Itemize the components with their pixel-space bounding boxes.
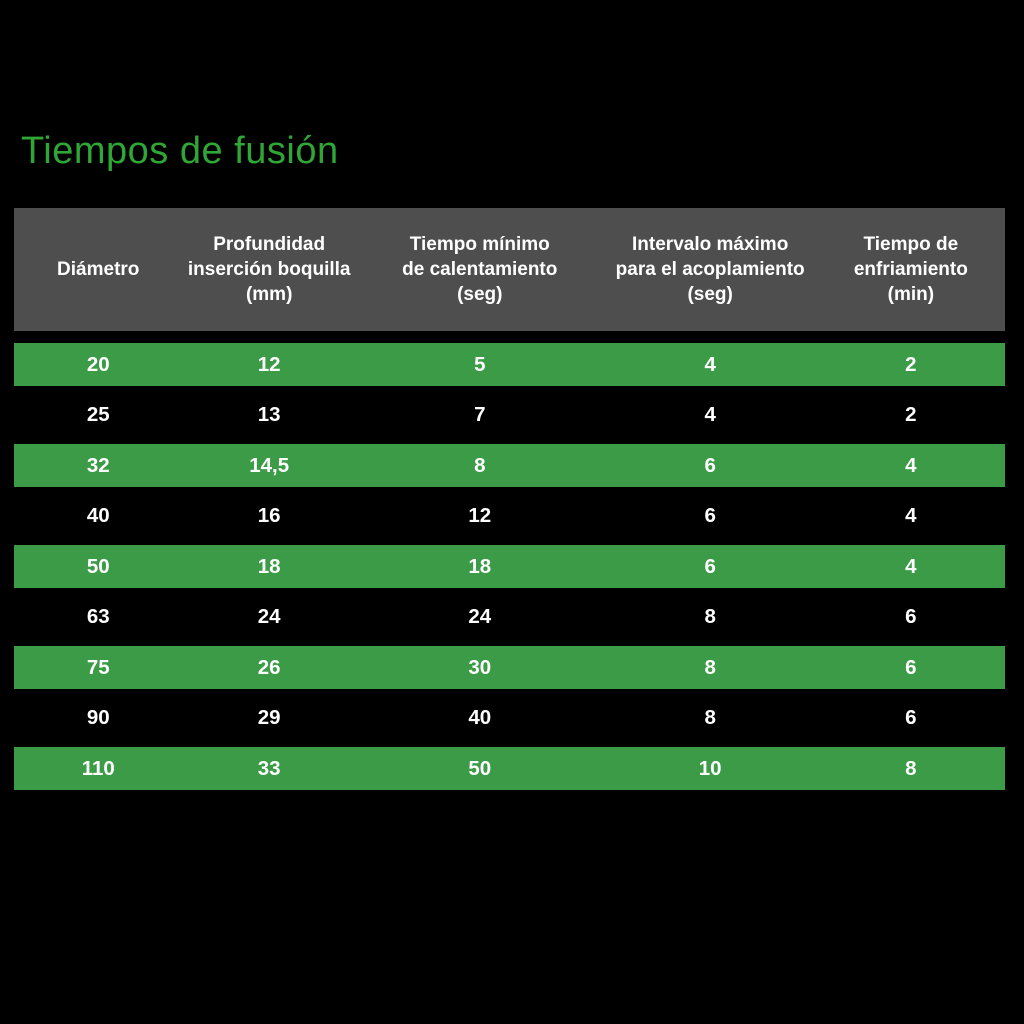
table-cell: 8 [474,453,486,477]
table-cell: 30 [468,655,492,679]
table-body: 20 12 5 4 2 25 13 7 4 2 32 14,5 8 6 4 40… [14,343,1005,790]
table-row: 90 29 40 8 6 [14,696,1005,740]
table-cell: 6 [704,554,716,578]
table-cell: 18 [257,554,281,578]
table-cell: 29 [257,706,281,729]
table-cell: 33 [257,756,281,780]
table-cell: 6 [905,655,917,679]
table-cell: 8 [704,655,716,679]
table-cell: 10 [698,756,722,780]
table-cell: 8 [704,605,716,628]
table-cell: 110 [81,756,115,780]
table-row: 50 18 18 6 4 [14,545,1005,588]
table-cell: 8 [905,756,917,780]
table-cell: 50 [468,756,492,780]
table-cell: 4 [905,504,917,527]
page-title: Tiempos de fusión [21,130,339,172]
fusion-times-table: Diámetro Profundidad inserción boquilla … [14,208,1005,798]
table-cell: 6 [704,453,716,477]
table-cell: 24 [257,605,281,628]
table-cell: 12 [468,504,492,527]
table-cell: 5 [474,352,486,376]
table-cell: 13 [257,403,281,426]
table-cell: 24 [468,605,492,628]
table-cell: 2 [905,403,917,426]
table-cell: 50 [86,554,110,578]
table-row: 63 24 24 8 6 [14,595,1005,639]
table-cell: 63 [86,605,110,628]
table-cell: 6 [905,706,917,729]
table-cell: 20 [86,352,110,376]
table-cell: 7 [474,403,486,426]
table-cell: 16 [257,504,281,527]
table-row: 25 13 7 4 2 [14,393,1005,437]
table-cell: 18 [468,554,492,578]
table-cell: 40 [468,706,492,729]
table-row: 40 16 12 6 4 [14,494,1005,538]
table-cell: 8 [704,706,716,729]
table-cell: 4 [704,403,716,426]
table-cell: 25 [86,403,110,426]
table-cell: 6 [905,605,917,628]
table-row: 20 12 5 4 2 [14,343,1005,386]
column-header-diametro: Diámetro [57,259,140,280]
table-cell: 6 [704,504,716,527]
table-row: 32 14,5 8 6 4 [14,444,1005,487]
table-cell: 14,5 [249,453,290,477]
table-cell: 12 [257,352,281,376]
table-header-row: Diámetro Profundidad inserción boquilla … [14,208,1005,331]
table-cell: 32 [86,453,110,477]
column-header-profundidad-insercion: Profundidad inserción boquilla (mm) [187,234,351,305]
table-row: 75 26 30 8 6 [14,646,1005,689]
table-cell: 4 [905,554,917,578]
table-row: 110 33 50 10 8 [14,747,1005,790]
column-header-tiempo-minimo-calentamiento: Tiempo mínimo de calentamiento (seg) [402,234,558,305]
table-cell: 2 [905,352,917,376]
table-cell: 40 [86,504,110,527]
table-cell: 4 [704,352,716,376]
column-header-intervalo-maximo-acoplamiento: Intervalo máximo para el acoplamiento (s… [615,234,805,305]
column-header-tiempo-enfriamiento: Tiempo de enfriamiento (min) [853,234,968,305]
table-cell: 26 [257,655,281,679]
table-cell: 90 [86,706,110,729]
table-cell: 4 [905,453,917,477]
table-cell: 75 [86,655,110,679]
